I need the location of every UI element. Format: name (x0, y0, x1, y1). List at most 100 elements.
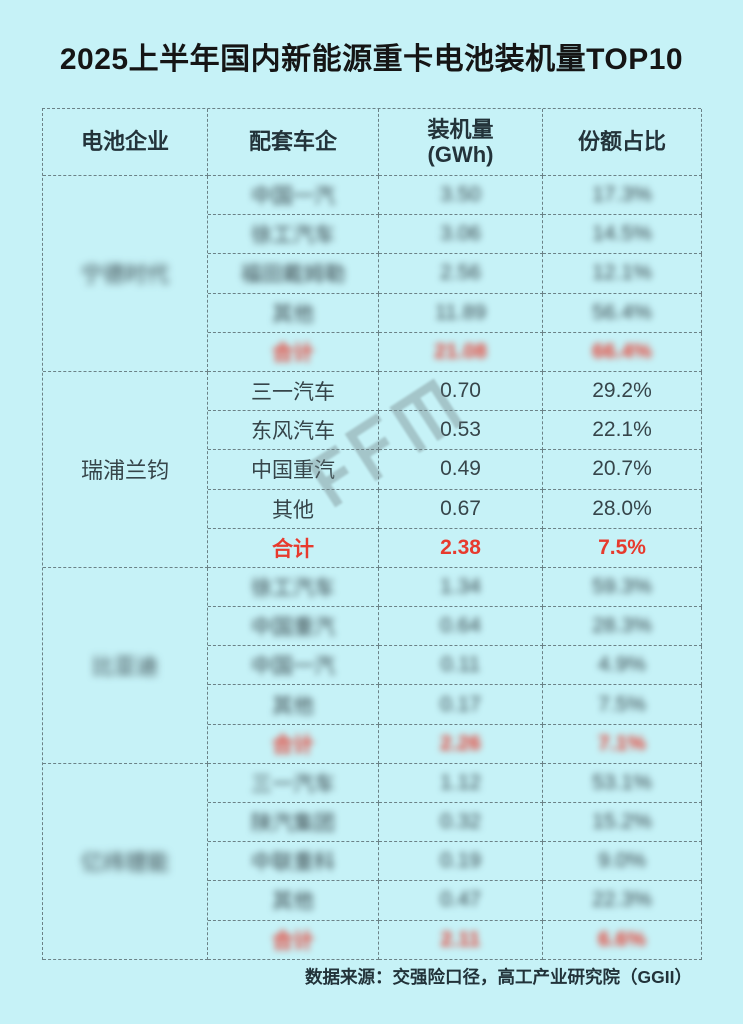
oem-cell: 其他 (208, 293, 379, 333)
oem-name: 三一汽车 (251, 772, 335, 796)
company-name: 比亚迪 (91, 654, 158, 680)
oem-cell: 福田戴姆勒 (208, 254, 379, 294)
oem-cell: 徐工汽车 (208, 215, 379, 255)
share-value: 14.5% (592, 222, 652, 246)
gwh-value: 0.49 (440, 457, 481, 481)
share-cell: 4.9% (543, 646, 702, 686)
header-label: 份额占比 (577, 129, 666, 155)
share-cell: 17.3% (543, 176, 702, 216)
share-value: 59.3% (592, 574, 652, 598)
oem-cell: 三一汽车 (208, 763, 379, 803)
share-value: 22.1% (592, 418, 652, 442)
total-share-value: 6.6% (598, 927, 646, 951)
oem-name: 陕汽集团 (251, 812, 335, 836)
share-value: 7.5% (598, 692, 646, 716)
oem-cell: 徐工汽车 (208, 567, 379, 608)
share-value: 12.1% (592, 261, 652, 285)
gwh-cell: 0.67 (379, 489, 543, 529)
total-gwh-cell: 2.26 (379, 724, 543, 764)
gwh-cell: 3.50 (379, 176, 543, 216)
gwh-value: 0.32 (440, 810, 481, 834)
share-cell: 28.3% (543, 607, 702, 647)
oem-cell: 三一汽车 (208, 371, 379, 412)
gwh-cell: 11.89 (379, 293, 543, 333)
gwh-value: 0.11 (440, 653, 481, 677)
oem-cell: 中国重汽 (208, 450, 379, 490)
share-cell: 9.0% (543, 842, 702, 882)
share-value: 4.9% (598, 653, 646, 677)
header-label-line1: 装机量 (427, 116, 494, 142)
share-value: 28.0% (592, 496, 652, 520)
share-value: 15.2% (592, 810, 652, 834)
oem-name: 中国重汽 (251, 459, 335, 483)
battery-installation-table: 电池企业 配套车企 装机量 (GWh) 份额占比 宁德时代 中国一汽 3.50 … (42, 108, 702, 960)
oem-name: 其他 (272, 498, 314, 522)
column-header-oem: 配套车企 (208, 109, 379, 176)
company-cell: 亿纬锂能 (43, 763, 208, 960)
oem-cell: 其他 (208, 685, 379, 725)
total-label-cell: 合计 (208, 528, 379, 568)
gwh-value: 0.53 (440, 418, 481, 442)
share-value: 53.1% (592, 770, 652, 794)
oem-name: 中国一汽 (251, 655, 335, 679)
page-title: 2025上半年国内新能源重卡电池装机量TOP10 (59, 43, 684, 76)
total-gwh-cell: 21.08 (379, 332, 543, 372)
oem-name: 东风汽车 (251, 420, 335, 444)
share-cell: 7.5% (543, 685, 702, 725)
gwh-value: 0.67 (440, 496, 481, 520)
total-share-value: 7.5% (598, 535, 646, 559)
gwh-value: 0.64 (440, 614, 481, 638)
gwh-value: 1.12 (440, 770, 481, 794)
header-label: 电池企业 (80, 129, 169, 155)
company-name: 宁德时代 (80, 262, 169, 288)
share-value: 9.0% (598, 849, 646, 873)
oem-name: 中联重科 (251, 851, 335, 875)
company-cell: 宁德时代 (43, 176, 208, 372)
gwh-cell: 0.53 (379, 411, 543, 451)
gwh-value: 11.89 (435, 300, 486, 324)
share-value: 28.3% (592, 614, 652, 638)
gwh-value: 0.70 (440, 379, 481, 403)
total-gwh-cell: 2.11 (379, 920, 543, 960)
total-share-cell: 7.5% (543, 528, 702, 568)
gwh-cell: 0.64 (379, 607, 543, 647)
oem-cell: 中联重科 (208, 842, 379, 882)
total-label-cell: 合计 (208, 920, 379, 960)
oem-name: 徐工汽车 (251, 576, 335, 600)
gwh-cell: 0.17 (379, 685, 543, 725)
gwh-cell: 0.19 (379, 842, 543, 882)
share-value: 29.2% (592, 379, 652, 403)
column-header-share: 份额占比 (543, 109, 702, 176)
share-cell: 59.3% (543, 567, 702, 608)
gwh-cell: 3.06 (379, 215, 543, 255)
share-cell: 22.3% (543, 881, 702, 921)
share-cell: 14.5% (543, 215, 702, 255)
total-label: 合计 (272, 537, 314, 561)
header-label-line2: (GWh) (427, 142, 494, 167)
company-cell: 瑞浦兰钧 (43, 371, 208, 568)
oem-cell: 中国一汽 (208, 176, 379, 216)
share-cell: 53.1% (543, 763, 702, 803)
gwh-value: 0.17 (440, 692, 481, 716)
share-cell: 56.4% (543, 293, 702, 333)
oem-name: 徐工汽车 (251, 224, 335, 248)
column-header-battery-company: 电池企业 (43, 109, 208, 176)
oem-cell: 中国重汽 (208, 607, 379, 647)
oem-name: 福田戴姆勒 (240, 263, 346, 287)
gwh-value: 3.06 (440, 222, 481, 246)
share-value: 22.3% (592, 888, 652, 912)
share-value: 20.7% (592, 457, 652, 481)
gwh-cell: 1.34 (379, 567, 543, 608)
oem-cell: 东风汽车 (208, 411, 379, 451)
total-label-cell: 合计 (208, 724, 379, 764)
share-value: 56.4% (592, 300, 652, 324)
total-label: 合计 (272, 733, 314, 757)
total-gwh-value: 2.38 (440, 535, 481, 559)
total-share-cell: 66.4% (543, 332, 702, 372)
share-cell: 29.2% (543, 371, 702, 412)
oem-name: 其他 (272, 694, 314, 718)
gwh-value: 0.19 (440, 849, 481, 873)
oem-cell: 其他 (208, 489, 379, 529)
oem-cell: 其他 (208, 881, 379, 921)
